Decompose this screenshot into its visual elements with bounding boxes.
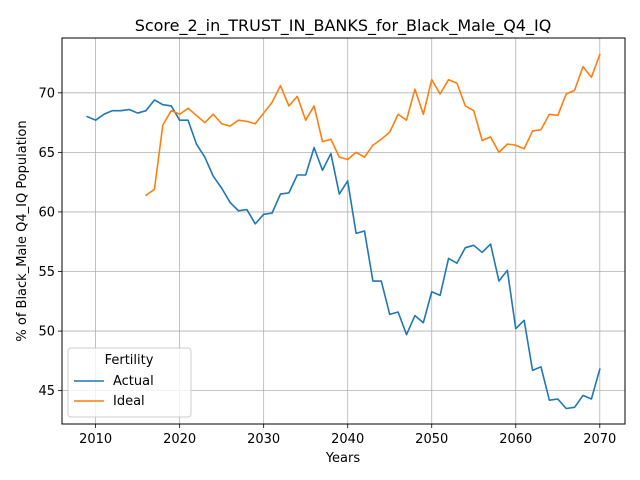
y-tick-label: 45	[38, 384, 55, 399]
y-tick-label: 70	[38, 86, 55, 101]
chart-title: Score_2_in_TRUST_IN_BANKS_for_Black_Male…	[135, 16, 552, 36]
legend-label-ideal: Ideal	[113, 394, 145, 409]
y-tick-label: 55	[38, 265, 55, 280]
x-tick-label: 2060	[499, 432, 532, 447]
legend-label-actual: Actual	[113, 374, 154, 389]
y-tick-label: 60	[38, 205, 55, 220]
x-axis-title: Years	[325, 451, 361, 466]
y-axis-title: % of Black_Male Q4_IQ Population	[15, 120, 30, 341]
x-tick-label: 2070	[583, 432, 616, 447]
x-tick-label: 2020	[163, 432, 196, 447]
legend: Fertility Actual Ideal	[68, 348, 191, 417]
y-tick-label: 50	[38, 325, 55, 340]
x-tick-label: 2030	[247, 432, 280, 447]
legend-title: Fertility	[105, 353, 154, 368]
x-tick-label: 2010	[79, 432, 112, 447]
x-tick-label: 2050	[415, 432, 448, 447]
y-tick-label: 65	[38, 146, 55, 161]
x-tick-label: 2040	[331, 432, 364, 447]
